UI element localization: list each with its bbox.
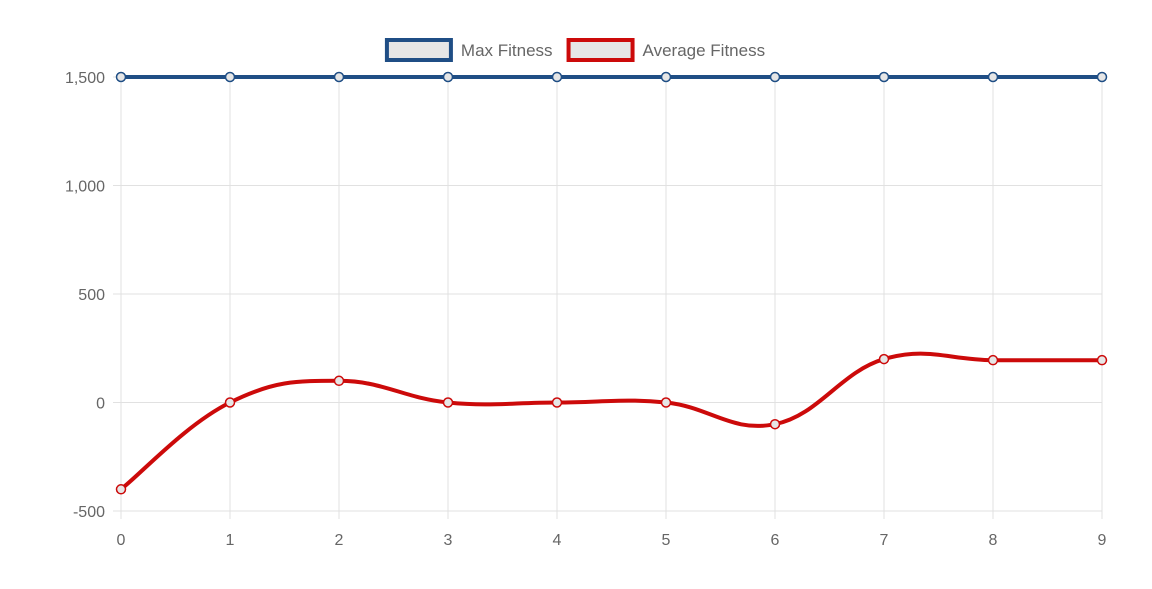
y-tick-label: 0 (96, 396, 105, 413)
legend-item-average-fitness[interactable]: Average Fitness (566, 38, 766, 62)
y-tick-label: -500 (73, 504, 105, 521)
legend[interactable]: Max Fitness Average Fitness (384, 38, 766, 62)
x-tick-label: 5 (662, 532, 671, 549)
series-average-fitness (115, 351, 1108, 495)
x-tick-label: 8 (989, 532, 998, 549)
grid-lines (113, 76, 1103, 519)
data-point[interactable] (333, 71, 345, 83)
legend-label: Max Fitness (461, 41, 553, 60)
legend-swatch (566, 38, 635, 62)
data-point[interactable] (442, 397, 454, 408)
data-point[interactable] (1096, 354, 1108, 366)
y-tick-label: 500 (78, 287, 105, 304)
x-tick-label: 0 (117, 532, 126, 549)
data-point[interactable] (115, 484, 127, 495)
x-tick-label: 3 (444, 532, 453, 549)
legend-item-max-fitness[interactable]: Max Fitness (384, 38, 553, 62)
data-point[interactable] (660, 397, 672, 408)
data-point[interactable] (769, 71, 781, 83)
x-tick-label: 2 (335, 532, 344, 549)
series-group (115, 71, 1108, 495)
x-tick-label: 4 (553, 532, 562, 549)
data-point[interactable] (224, 71, 236, 83)
data-point[interactable] (551, 397, 563, 408)
data-point[interactable] (442, 71, 454, 83)
series-line (119, 351, 1103, 491)
data-point[interactable] (769, 418, 781, 430)
data-point[interactable] (660, 71, 672, 83)
y-axis: -500 0 500 1,000 1,500 (65, 70, 105, 521)
x-tick-label: 9 (1098, 532, 1107, 549)
legend-swatch (384, 38, 453, 62)
y-tick-label: 1,500 (65, 70, 105, 87)
data-point[interactable] (1096, 71, 1108, 83)
data-point[interactable] (878, 353, 890, 365)
series-max-fitness (115, 71, 1108, 83)
data-point[interactable] (878, 71, 890, 83)
x-axis: 0 1 2 3 4 5 6 7 8 9 (117, 532, 1107, 549)
data-point[interactable] (987, 71, 999, 83)
data-point[interactable] (987, 354, 999, 366)
x-tick-label: 6 (771, 532, 780, 549)
data-point[interactable] (333, 375, 345, 387)
data-point[interactable] (224, 397, 236, 408)
y-tick-label: 1,000 (65, 179, 105, 196)
x-tick-label: 1 (226, 532, 235, 549)
legend-label: Average Fitness (643, 41, 766, 60)
x-tick-label: 7 (880, 532, 889, 549)
data-point[interactable] (551, 71, 563, 83)
data-point[interactable] (115, 71, 127, 83)
